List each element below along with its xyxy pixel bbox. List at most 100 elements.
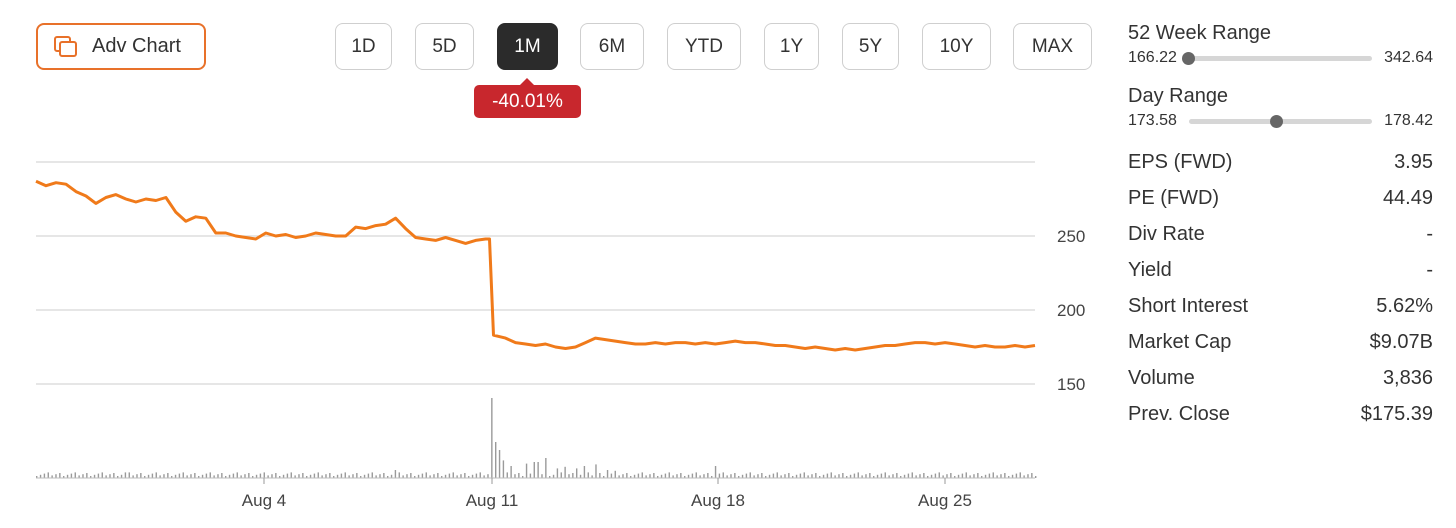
volume-bar: [792, 476, 794, 478]
change-badge: -40.01%: [474, 78, 581, 118]
stat-label: Volume: [1128, 366, 1195, 389]
volume-bar: [1035, 476, 1037, 478]
volume-bar: [865, 474, 867, 478]
volume-bar: [784, 474, 786, 478]
volume-bar: [618, 475, 620, 478]
volume-bar: [907, 473, 910, 478]
range-1m-button[interactable]: 1M: [497, 23, 558, 70]
volume-bar: [961, 473, 964, 478]
volume-bar: [533, 462, 535, 478]
volume-bar: [479, 472, 481, 478]
volume-bar: [441, 476, 443, 478]
volume-bar: [815, 473, 817, 478]
volume-bar: [842, 473, 844, 478]
volume-bar: [826, 473, 829, 478]
volume-bar: [630, 476, 632, 478]
volume-bar: [757, 474, 759, 478]
stats-table: EPS (FWD) 3.95 PE (FWD) 44.49 Div Rate - Yi…: [1128, 144, 1433, 432]
volume-bar: [178, 473, 181, 478]
volume-bar: [190, 474, 192, 478]
volume-bar: [529, 473, 532, 478]
range-1y-button[interactable]: 1Y: [764, 23, 819, 70]
volume-bar: [302, 473, 304, 478]
volume-bar: [884, 472, 886, 478]
volume-bar: [97, 473, 100, 478]
volume-bar: [992, 472, 994, 478]
range-5d-button[interactable]: 5D: [415, 23, 474, 70]
volume-bar: [86, 473, 88, 478]
volume-bar: [417, 474, 420, 478]
volume-bar: [90, 476, 92, 478]
stat-short-interest: Short Interest 5.62%: [1128, 288, 1433, 324]
volume-bar: [506, 472, 508, 478]
volume-bar: [252, 476, 254, 478]
range-ytd-button[interactable]: YTD: [667, 23, 741, 70]
volume-bar: [390, 474, 393, 478]
volume-bar: [93, 474, 96, 478]
volume-bar: [614, 470, 616, 478]
y-tick-label: 250: [1057, 227, 1085, 246]
volume-bar: [788, 473, 790, 478]
week52-range-title: 52 Week Range: [1128, 22, 1272, 44]
volume-bar: [414, 476, 416, 478]
volume-bar: [707, 473, 709, 478]
volume-bar: [668, 472, 670, 478]
volume-bar: [464, 473, 466, 478]
volume-bar: [429, 475, 431, 478]
volume-bar: [383, 473, 385, 478]
volume-bar: [325, 474, 327, 478]
volume-bar: [869, 473, 871, 478]
volume-bar: [336, 474, 339, 478]
volume-bar: [988, 473, 991, 478]
volume-bar: [475, 473, 478, 478]
volume-bar: [63, 476, 65, 478]
volume-bar: [649, 474, 651, 478]
volume-bar: [78, 475, 80, 478]
volume-bar: [819, 476, 821, 478]
week52-high: 342.64: [1384, 49, 1433, 66]
volume-bar: [560, 472, 562, 478]
volume-bar: [726, 475, 728, 478]
volume-bar: [294, 475, 296, 478]
volume-bar: [857, 472, 859, 478]
volume-bar: [282, 474, 285, 478]
range-10y-button[interactable]: 10Y: [922, 23, 991, 70]
volume-bar: [240, 475, 242, 478]
x-tick-label: Aug 11: [466, 491, 519, 510]
volume-bar: [591, 475, 593, 478]
volume-bar: [43, 473, 46, 478]
range-max-button[interactable]: MAX: [1013, 23, 1092, 70]
range-5y-button[interactable]: 5Y: [842, 23, 899, 70]
volume-bar: [171, 476, 173, 478]
range-6m-button[interactable]: 6M: [580, 23, 644, 70]
volume-bar: [456, 475, 458, 478]
x-tick-label: Aug 4: [242, 491, 286, 510]
volume-bar: [363, 474, 366, 478]
volume-bar: [749, 472, 751, 478]
volume-bar: [923, 473, 925, 478]
adv-chart-label: Adv Chart: [92, 35, 181, 57]
volume-bar: [352, 474, 354, 478]
volume-bar: [140, 473, 142, 478]
volume-bar: [838, 474, 840, 478]
stat-pe-fwd: PE (FWD) 44.49: [1128, 180, 1433, 216]
volume-bar: [66, 474, 69, 478]
volume-bar: [70, 473, 73, 478]
volume-bar: [410, 473, 412, 478]
volume-bar: [433, 474, 435, 478]
volume-bar: [244, 474, 246, 478]
volume-bar: [437, 473, 439, 478]
day-low: 173.58: [1128, 112, 1177, 129]
volume-bar: [267, 475, 269, 478]
volume-bar: [861, 475, 863, 478]
stat-label: Market Cap: [1128, 330, 1232, 353]
volume-bar: [263, 472, 265, 478]
volume-bar: [583, 466, 586, 478]
volume-bar: [398, 472, 400, 478]
volume-bar: [996, 475, 998, 478]
volume-bar: [946, 474, 948, 478]
range-1d-button[interactable]: 1D: [335, 23, 392, 70]
adv-chart-button[interactable]: Adv Chart: [36, 23, 206, 70]
volume-bar: [846, 476, 848, 478]
volume-bar: [807, 475, 809, 478]
